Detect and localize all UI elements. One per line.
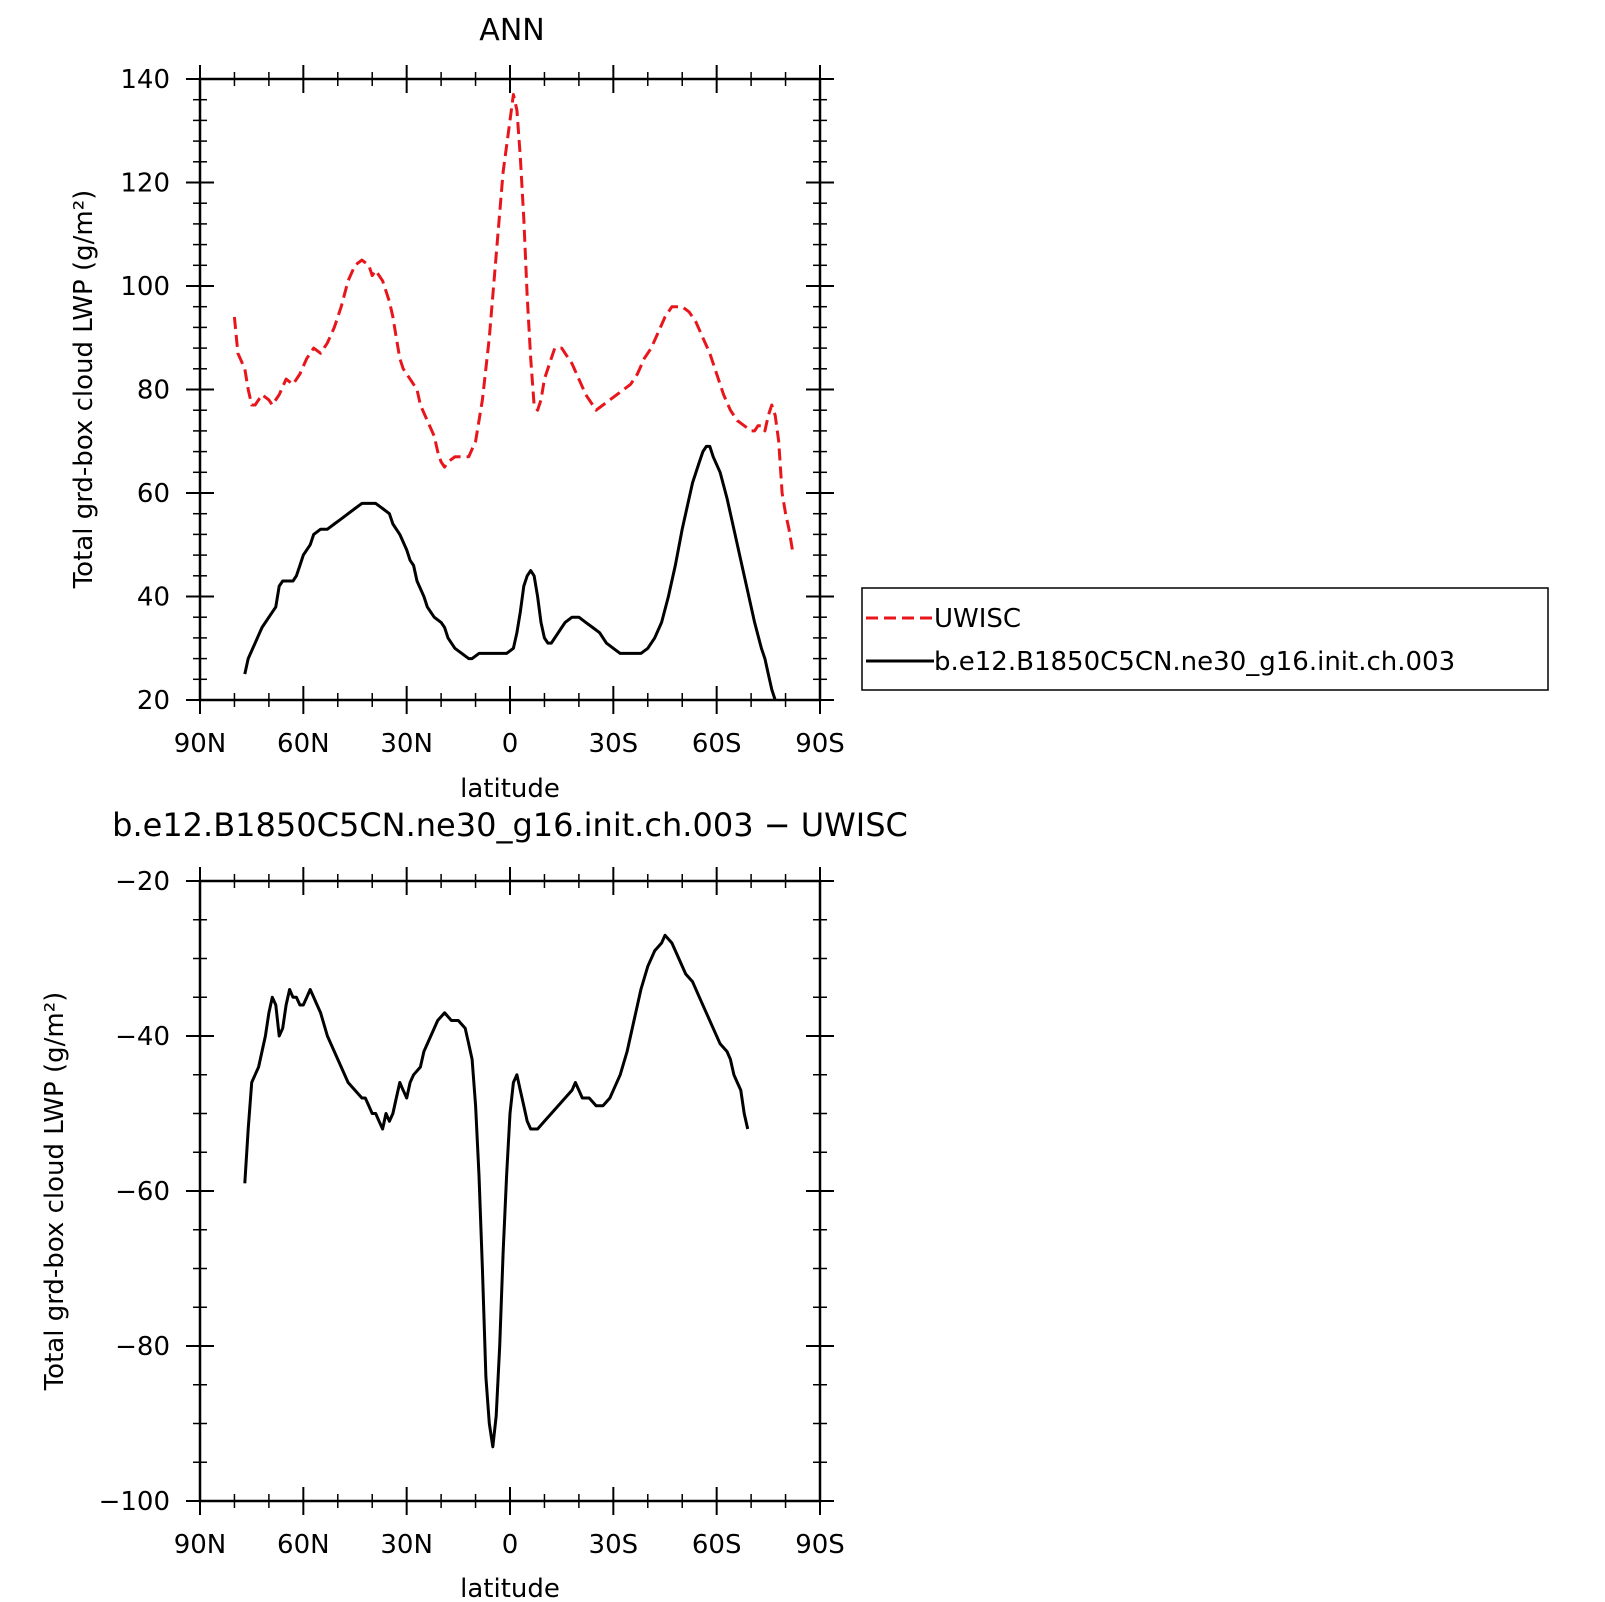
x-tick-label: 0 xyxy=(502,729,519,759)
y-tick-label: 140 xyxy=(120,65,170,95)
legend-label-model: b.e12.B1850C5CN.ne30_g16.init.ch.003 xyxy=(934,647,1455,677)
y-tick-label: 20 xyxy=(137,686,170,716)
uwisc-line xyxy=(232,93,794,551)
top-x-axis-label: latitude xyxy=(460,774,560,804)
legend: UWISC b.e12.B1850C5CN.ne30_g16.init.ch.0… xyxy=(861,587,1549,691)
model-line xyxy=(243,444,777,701)
legend-box xyxy=(861,587,1549,691)
y-tick-label: 100 xyxy=(120,272,170,302)
x-tick-label: 30S xyxy=(589,1530,639,1560)
top-y-axis-label: Total grd-box cloud LWP (g/m²) xyxy=(69,190,99,590)
x-tick-label: 90N xyxy=(174,1530,227,1560)
x-tick-label: 90N xyxy=(174,729,227,759)
y-tick-label: −40 xyxy=(115,1022,170,1052)
difference-line xyxy=(243,933,750,1449)
bottom-x-axis-label: latitude xyxy=(460,1574,560,1602)
bottom-plot-frame xyxy=(198,879,822,1503)
y-tick-label: −60 xyxy=(115,1177,170,1207)
x-tick-label: 30N xyxy=(380,729,433,759)
x-tick-label: 30S xyxy=(589,729,639,759)
x-tick-label: 60N xyxy=(277,729,330,759)
y-tick-label: −80 xyxy=(115,1332,170,1362)
bottom-y-axis-label: Total grd-box cloud LWP (g/m²) xyxy=(40,992,70,1392)
y-tick-label: −20 xyxy=(115,867,170,897)
y-tick-label: 40 xyxy=(137,583,170,613)
x-tick-label: 0 xyxy=(502,1530,519,1560)
top-panel: ANN 90N 60N 30N 0 30S 60S 90S 20 40 60 80 100 120 140… xyxy=(69,13,1549,804)
x-tick-label: 60S xyxy=(692,729,742,759)
x-tick-label: 60N xyxy=(277,1530,330,1560)
x-tick-label: 90S xyxy=(795,729,845,759)
y-tick-label: 80 xyxy=(137,376,170,406)
top-chart-title: ANN xyxy=(479,13,544,48)
legend-label-uwisc: UWISC xyxy=(934,604,1021,634)
y-tick-label: −100 xyxy=(99,1487,170,1517)
x-tick-label: 60S xyxy=(692,1530,742,1560)
y-tick-label: 120 xyxy=(120,169,170,199)
bottom-panel: b.e12.B1850C5CN.ne30_g16.init.ch.003 − U… xyxy=(40,806,908,1602)
x-tick-label: 30N xyxy=(380,1530,433,1560)
x-tick-label: 90S xyxy=(795,1530,845,1560)
top-plot-frame xyxy=(198,77,822,702)
bottom-chart-title: b.e12.B1850C5CN.ne30_g16.init.ch.003 − U… xyxy=(112,806,908,844)
y-tick-label: 60 xyxy=(137,479,170,509)
